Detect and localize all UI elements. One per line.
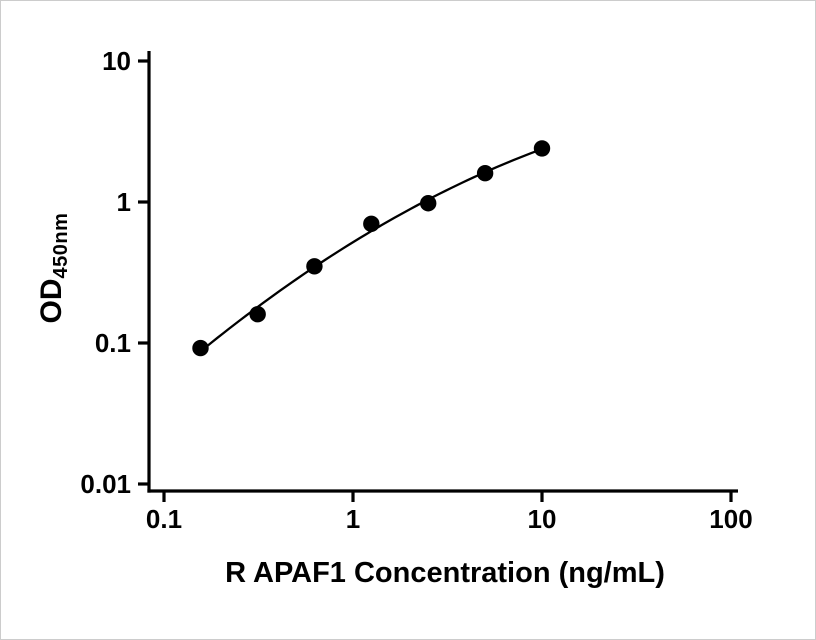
y-tick-label: 0.1	[95, 328, 131, 358]
y-axis-title: OD450nm	[32, 123, 72, 413]
x-tick-label: 0.1	[146, 504, 182, 534]
data-point	[476, 165, 494, 182]
x-tick-label: 10	[528, 504, 557, 534]
data-point	[249, 306, 266, 323]
x-tick-label: 1	[346, 504, 360, 534]
data-point	[192, 339, 209, 357]
y-tick-label: 0.01	[80, 469, 131, 499]
y-axis-title-main: OD	[35, 278, 68, 324]
data-point	[533, 140, 551, 157]
x-axis-title: R APAF1 Concentration (ng/mL)	[225, 557, 665, 589]
y-tick-label: 1	[117, 187, 131, 217]
y-tick-label: 10	[102, 46, 131, 76]
fit-curve	[199, 147, 544, 353]
y-axis-title-subscript: 450nm	[50, 212, 72, 279]
data-point	[420, 195, 437, 212]
data-point	[363, 215, 380, 233]
x-tick-label: 100	[709, 504, 752, 534]
data-point	[306, 258, 323, 275]
